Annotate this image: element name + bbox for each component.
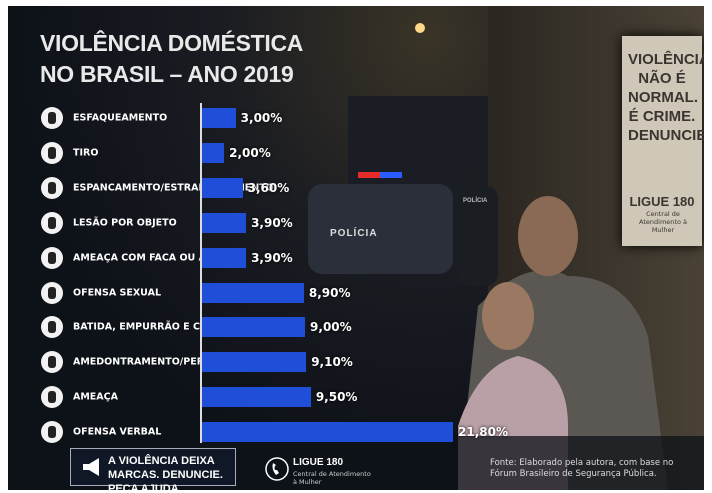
bar	[201, 142, 225, 163]
poster-text: VIOLÊNCIA NÃO É NORMAL. É CRIME. DENUNCI…	[628, 51, 704, 144]
message-box	[70, 448, 236, 486]
car-label: POLÍCIA	[330, 228, 378, 239]
bar	[201, 212, 247, 233]
siren-red	[358, 172, 380, 178]
category-label: ESPANCAMENTO/ESTRANGULAMENTO	[73, 182, 274, 194]
value-label: 9,10%	[311, 355, 353, 370]
poster	[622, 36, 702, 246]
category-label: OFENSA VERBAL	[73, 426, 162, 438]
poster-note: Central de Atendimento à Mulher	[639, 210, 687, 234]
vest-label: POLÍCIA	[463, 198, 488, 204]
street-light	[415, 23, 425, 33]
infographic: VIOLÊNCIA DOMÉSTICA NO BRASIL – ANO 2019…	[8, 6, 704, 490]
category-icon	[41, 211, 63, 234]
source-note: Fonte: Elaborado pela autora, com base n…	[490, 458, 674, 479]
bar	[201, 317, 306, 338]
poster-hotline: LIGUE 180	[629, 194, 695, 209]
category-label: LESÃO POR OBJETO	[73, 217, 177, 229]
value-label: 3,60%	[247, 180, 290, 195]
category-label: BATIDA, EMPURRÃO E CHUTE	[73, 321, 229, 333]
value-label: 9,50%	[315, 390, 358, 405]
bar	[201, 177, 243, 198]
category-icon	[41, 421, 63, 444]
bar	[201, 422, 453, 443]
value-label: 3,90%	[251, 250, 293, 265]
category-label: TIRO	[73, 147, 99, 159]
officer-head	[469, 167, 487, 189]
bar	[201, 352, 307, 373]
category-icon	[41, 176, 63, 199]
police-officer	[458, 186, 498, 286]
category-icon	[41, 281, 63, 304]
value-label: 9,00%	[310, 320, 352, 335]
footer-hotline-note: Central de Atendimento à Mulher	[293, 470, 371, 486]
bar	[201, 108, 236, 128]
bar	[201, 387, 311, 408]
category-icon	[41, 107, 63, 129]
chart-title: VIOLÊNCIA DOMÉSTICA NO BRASIL – ANO 2019	[40, 30, 303, 87]
category-label: AMEDONTRAMENTO/PERSEGUIÇÃO	[73, 356, 259, 368]
phone-icon	[265, 457, 289, 481]
category-label: AMEAÇA COM FACA OU ARMA	[73, 252, 231, 264]
category-icon	[41, 246, 63, 269]
category-label: AMEAÇA	[73, 391, 118, 403]
axis-line	[200, 103, 202, 443]
category-icon	[41, 351, 63, 374]
category-icon	[41, 316, 63, 339]
category-icon	[41, 386, 63, 409]
value-label: 8,90%	[308, 285, 351, 300]
bar	[201, 247, 247, 268]
bar-chart: ESFAQUEAMENTO 3,00% TIRO 2,00% ESPANCAMENTO/…	[8, 6, 704, 490]
footer-hotline: LIGUE 180	[293, 457, 344, 468]
megaphone-icon	[83, 458, 99, 476]
value-label: 3,90%	[251, 215, 293, 230]
siren-blue	[380, 172, 402, 178]
child-face	[482, 282, 534, 350]
police-car	[308, 184, 453, 274]
value-label: 3,00%	[240, 111, 283, 125]
woman-face	[518, 196, 578, 276]
category-label: OFENSA SEXUAL	[73, 287, 161, 298]
category-icon	[41, 141, 63, 164]
value-label: 21,80%	[458, 425, 508, 440]
category-label: ESFAQUEAMENTO	[73, 112, 168, 124]
footer-message: A VIOLÊNCIA DEIXA MARCAS. DENUNCIE. PEÇA…	[108, 455, 223, 490]
bar	[201, 282, 304, 303]
value-label: 2,00%	[229, 145, 271, 160]
